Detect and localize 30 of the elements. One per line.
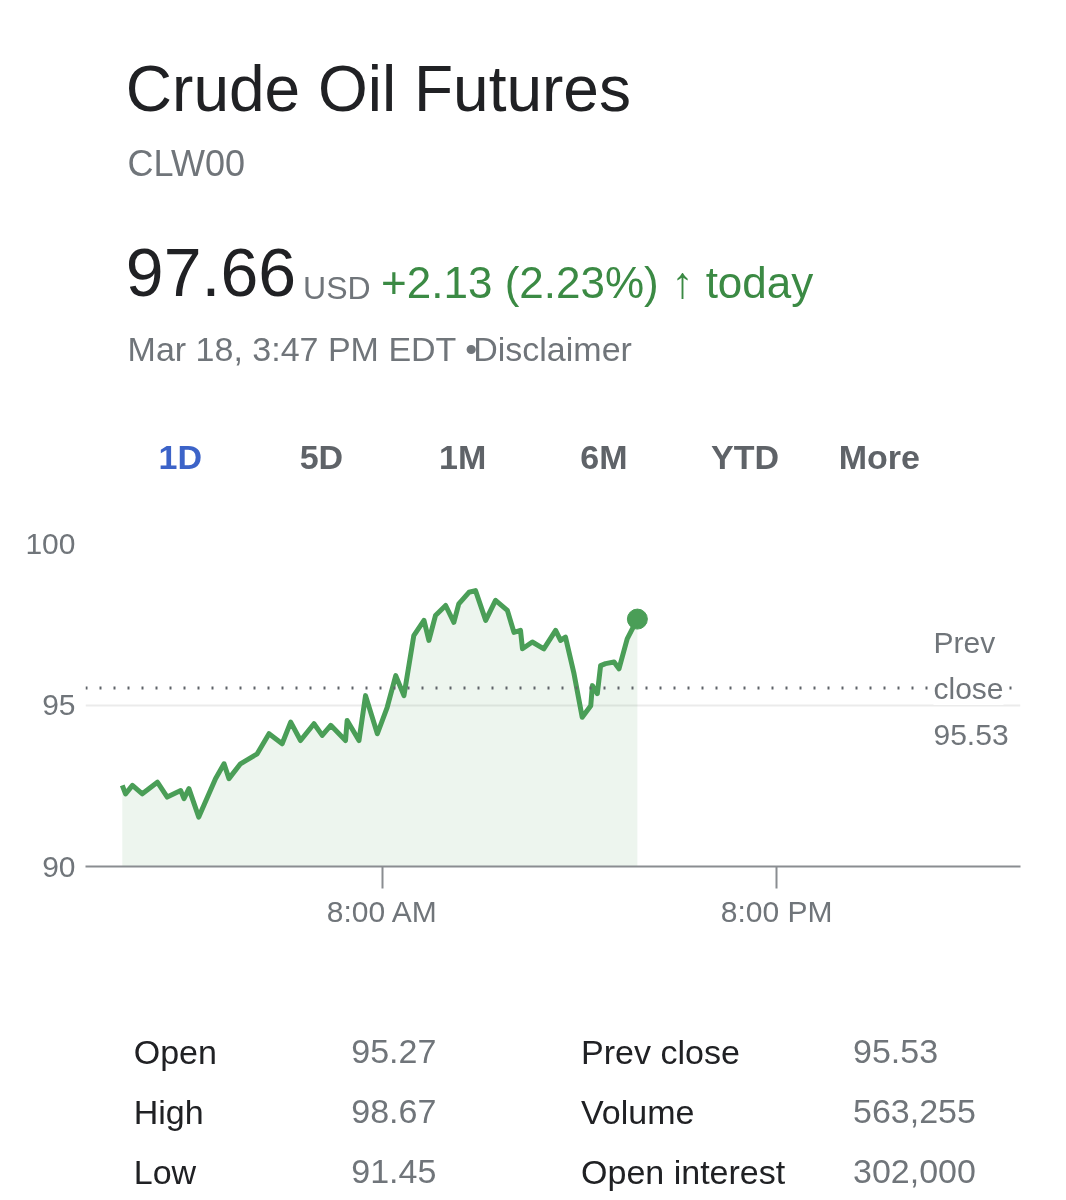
chart-subtitle: CLW00 [127,143,245,184]
y-tick-label: 95 [42,688,76,721]
text: USD [303,269,371,306]
text: High [133,1092,204,1131]
text: 95.27 [351,1032,437,1070]
x-tick-label: 8:00 AM [326,894,437,928]
text: Open interest [581,1152,786,1191]
text: YTD [711,437,780,476]
text: ↑ today [671,258,814,307]
text: 5D [299,437,344,476]
text: Low [133,1152,197,1191]
ref-line-label: Prev close 95.53 [933,626,1009,751]
text: 563,255 [852,1092,976,1130]
text: Volume [581,1092,695,1131]
text: 98.67 [351,1092,437,1130]
text: 97.66 [125,234,297,310]
text: Prev close [581,1032,740,1071]
chart-title: Crude Oil Futures [125,52,631,125]
text: More [838,437,920,476]
text: 6M [580,437,628,476]
text: 302,000 [852,1152,976,1190]
text: +2.13 (2.23%) [381,258,659,307]
x-tick-label: 8:00 PM [720,894,833,928]
text: 1D [158,437,202,476]
text: Open [133,1032,217,1071]
text: 1M [439,437,487,476]
text: 91.45 [351,1152,437,1190]
y-tick-label: 100 [25,526,76,560]
y-tick-label: 90 [42,849,76,883]
text: 95.53 [852,1032,939,1070]
